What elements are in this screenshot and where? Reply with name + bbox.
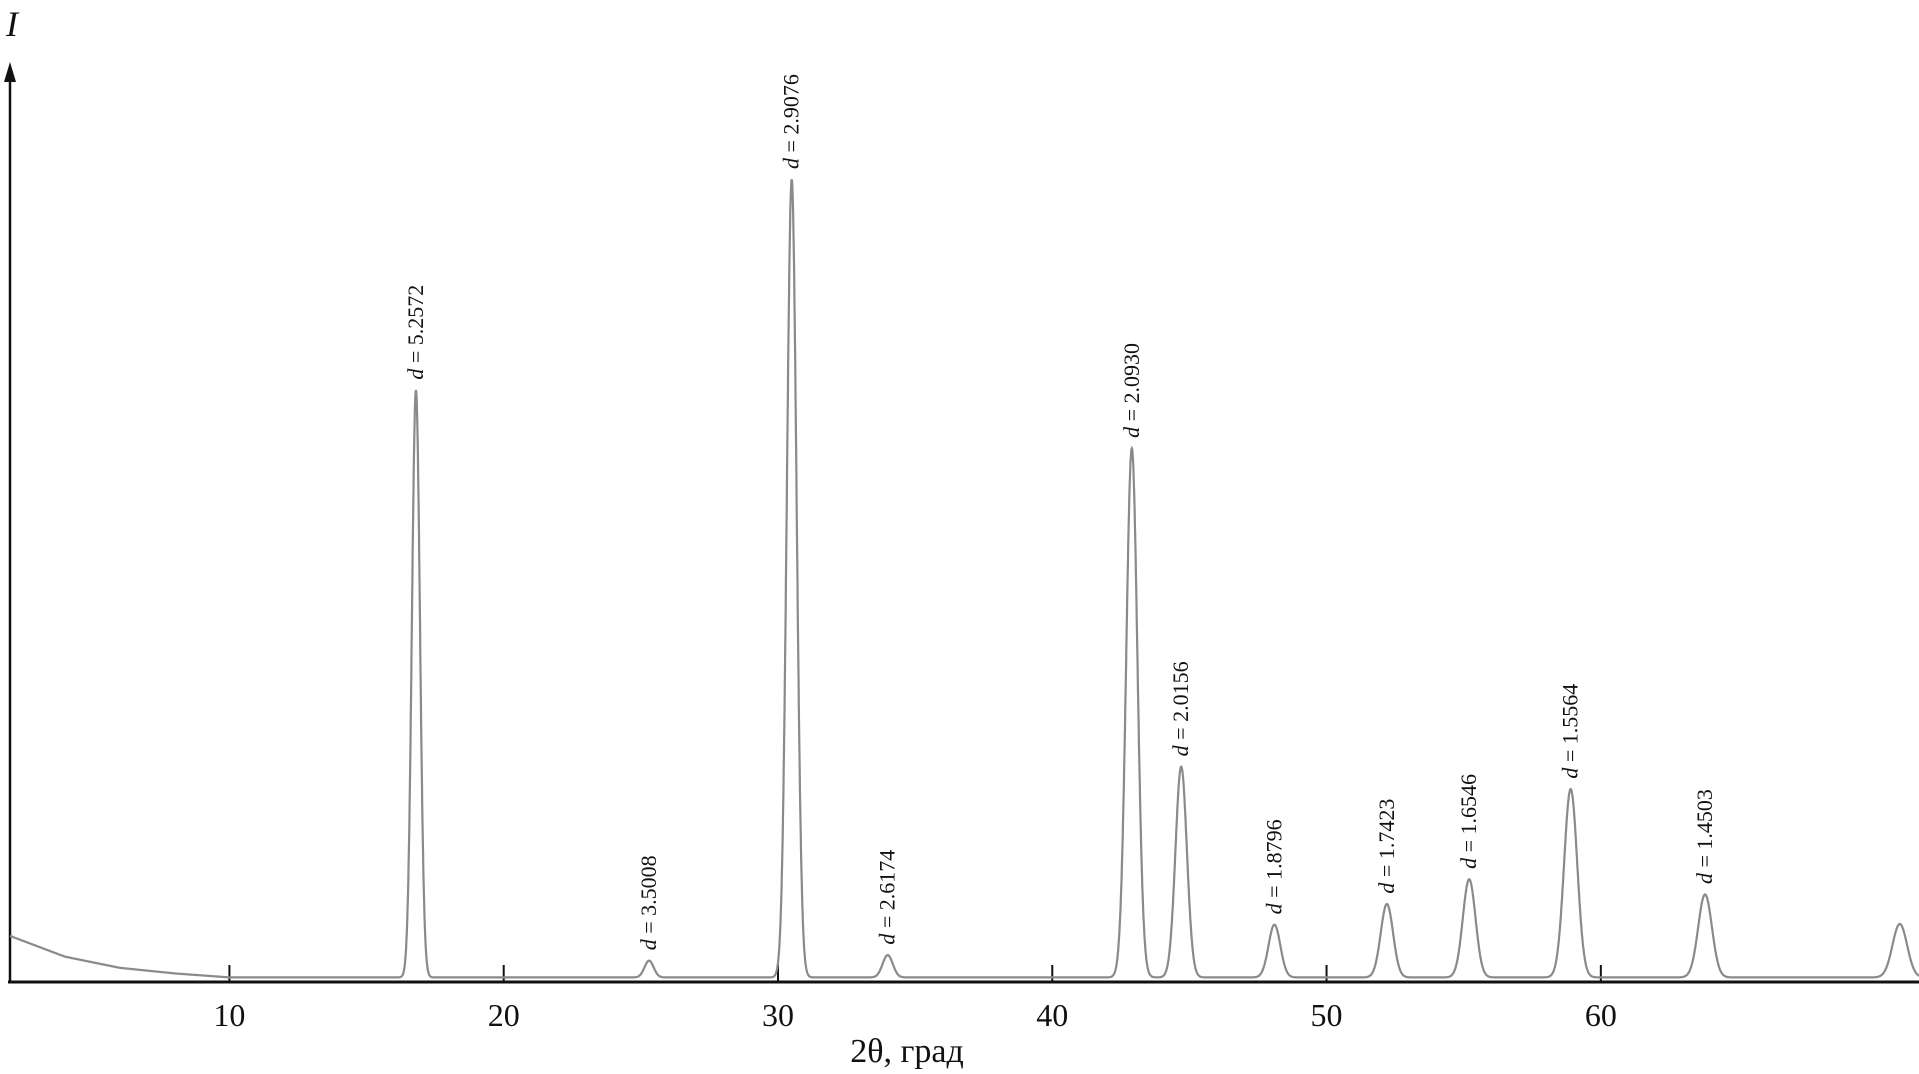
peak-label-prefix: d — [1374, 882, 1399, 894]
peak-label-prefix: d — [1119, 426, 1144, 438]
peak-label: d = 1.5564 — [1558, 684, 1583, 779]
peak-label-value: = 2.6174 — [875, 850, 900, 934]
x-tick-label: 10 — [213, 997, 245, 1033]
peak-label: d = 1.6546 — [1456, 774, 1481, 869]
peak-label-value: = 1.6546 — [1456, 774, 1481, 858]
peak-label-prefix: d — [403, 368, 428, 380]
peak-label: d = 2.6174 — [875, 850, 900, 945]
peak-label-value: = 2.0156 — [1168, 661, 1193, 745]
peak-label-value: = 1.7423 — [1374, 799, 1399, 883]
peak-label-prefix: d — [875, 933, 900, 945]
peak-label-value: = 1.5564 — [1558, 684, 1583, 768]
y-axis-label: I — [5, 4, 20, 44]
x-tick-label: 20 — [488, 997, 520, 1033]
x-axis-label: 2θ, град — [850, 1033, 964, 1070]
peak-label: d = 5.2572 — [403, 285, 428, 380]
x-tick-label: 30 — [762, 997, 794, 1033]
peak-label-prefix: d — [1558, 767, 1583, 779]
peak-label: d = 1.8796 — [1261, 819, 1286, 914]
x-tick-label: 50 — [1311, 997, 1343, 1033]
peak-label-value: = 5.2572 — [403, 285, 428, 369]
diffraction-trace — [9, 179, 1919, 979]
peak-label: d = 2.0156 — [1168, 661, 1193, 756]
peak-label-value: = 3.5008 — [636, 855, 661, 939]
peak-label: d = 1.4503 — [1692, 789, 1717, 884]
peak-label-value: = 1.8796 — [1261, 819, 1286, 903]
peak-label-prefix: d — [1692, 872, 1717, 884]
peak-label-prefix: d — [1456, 857, 1481, 869]
peak-label-prefix: d — [1168, 744, 1193, 756]
peak-label-prefix: d — [779, 157, 804, 169]
peak-label-value: = 2.9076 — [779, 74, 804, 158]
y-axis-arrow — [4, 62, 16, 82]
peak-label-value: = 2.0930 — [1119, 343, 1144, 427]
peak-label-prefix: d — [1261, 902, 1286, 914]
peak-label: d = 2.0930 — [1119, 343, 1144, 438]
x-tick-label: 40 — [1036, 997, 1068, 1033]
axes: I 2θ, град — [4, 4, 1919, 1070]
x-ticks: 10 20 30 40 50 60 — [213, 965, 1617, 1033]
peak-label-prefix: d — [636, 938, 661, 950]
peak-label-value: = 1.4503 — [1692, 789, 1717, 873]
peak-label: d = 1.7423 — [1374, 799, 1399, 894]
x-tick-label: 60 — [1585, 997, 1617, 1033]
peak-label: d = 3.5008 — [636, 855, 661, 950]
peak-label: d = 2.9076 — [779, 74, 804, 169]
